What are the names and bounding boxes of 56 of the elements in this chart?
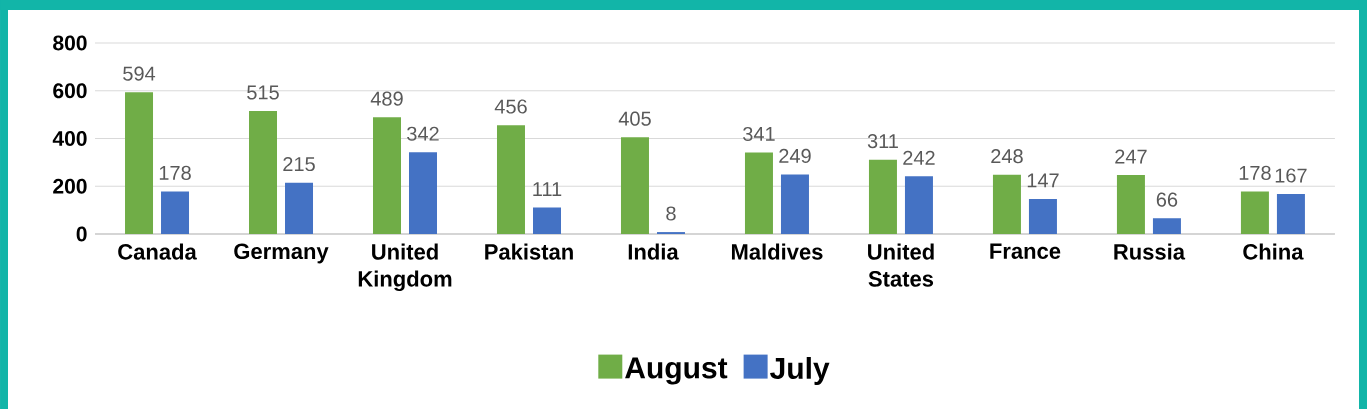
x-tick-label: United Kingdom xyxy=(358,243,452,292)
bar xyxy=(1240,191,1269,234)
data-label: 242 xyxy=(903,150,935,165)
data-label: 515 xyxy=(247,85,279,100)
data-label: 342 xyxy=(407,126,439,141)
bar xyxy=(744,152,773,234)
data-label: 341 xyxy=(743,126,775,142)
y-tick-label: 800 xyxy=(53,35,87,51)
x-tick-label: India xyxy=(628,243,679,260)
bar xyxy=(496,125,525,234)
data-label: 8 xyxy=(666,206,676,221)
data-label: 178 xyxy=(1239,165,1271,180)
bar xyxy=(1152,218,1181,234)
x-tick-label: Russia xyxy=(1114,243,1186,260)
x-tick-label: China xyxy=(1243,243,1304,260)
y-tick-label: 400 xyxy=(52,131,87,146)
data-label: 456 xyxy=(494,99,527,114)
bar xyxy=(992,174,1021,234)
data-label: 147 xyxy=(1027,173,1059,188)
data-label: 66 xyxy=(1156,192,1178,207)
bar xyxy=(868,159,897,234)
data-label: 247 xyxy=(1115,149,1147,164)
x-tick-label: Germany xyxy=(234,243,329,264)
x-tick-label: France xyxy=(990,243,1061,259)
data-label: 178 xyxy=(159,165,191,180)
bar xyxy=(620,137,649,234)
data-label: 111 xyxy=(533,182,562,196)
legend-label: August xyxy=(625,357,728,385)
data-label: 489 xyxy=(370,91,403,106)
bar xyxy=(780,174,809,234)
y-tick-label: 600 xyxy=(53,83,87,99)
bar xyxy=(409,152,437,234)
bar xyxy=(161,191,190,234)
data-label: 405 xyxy=(618,111,651,126)
data-label: 311 xyxy=(867,134,898,149)
bar xyxy=(1276,194,1305,234)
bar xyxy=(1028,198,1057,234)
bar xyxy=(125,92,154,234)
x-tick-label: United States xyxy=(868,243,934,287)
y-tick-label: 0 xyxy=(76,226,87,242)
x-tick-label: Maldives xyxy=(731,243,823,260)
data-label: 215 xyxy=(283,156,315,172)
x-tick-label: Pakistan xyxy=(485,243,573,260)
bar xyxy=(1116,175,1145,234)
bar xyxy=(532,207,561,234)
y-tick-label: 200 xyxy=(53,178,87,194)
bar xyxy=(285,182,314,234)
data-label: 167 xyxy=(1275,168,1307,183)
data-label: 594 xyxy=(123,66,156,81)
legend-label: July xyxy=(770,356,830,385)
data-label: 248 xyxy=(991,149,1023,164)
x-tick-label: Canada xyxy=(118,243,197,260)
bar xyxy=(249,111,278,234)
bar xyxy=(373,117,401,234)
bar xyxy=(904,176,933,234)
data-label: 249 xyxy=(779,148,811,164)
